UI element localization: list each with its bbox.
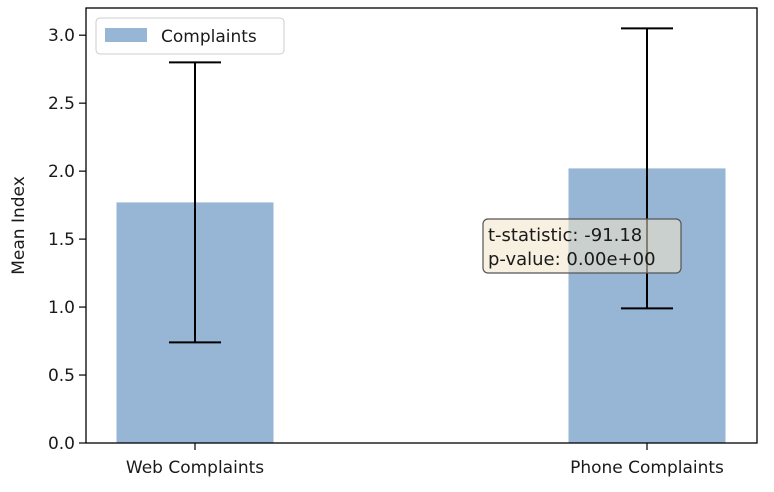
x-axis: Web Complaints Phone Complaints [126, 443, 724, 478]
bars-layer [116, 168, 726, 443]
y-axis-label: Mean Index [9, 176, 29, 275]
t-test-annotation: t-statistic: -91.18 p-value: 0.00e+00 [482, 218, 682, 274]
p-value-text: p-value: 0.00e+00 [488, 249, 656, 270]
legend-entry: Complaints [161, 27, 257, 47]
y-tick-label: 3.0 [48, 26, 75, 46]
y-tick-label: 2.0 [48, 162, 75, 182]
legend-box [95, 17, 285, 55]
legend-swatch [105, 28, 147, 42]
y-axis: 0.0 0.5 1.0 1.5 2.0 2.5 3.0 [48, 26, 86, 454]
y-tick-label: 1.5 [48, 230, 75, 250]
annotation-box [482, 218, 682, 274]
y-tick-label: 0.0 [48, 434, 75, 454]
legend: Complaints [95, 17, 285, 55]
y-tick-label: 2.5 [48, 94, 75, 114]
x-tick-label: Web Complaints [126, 458, 264, 478]
error-bar-web-complaints [169, 61, 221, 344]
plot-area-frame [85, 7, 758, 444]
t-statistic-text: t-statistic: -91.18 [488, 225, 642, 246]
x-tick-label: Phone Complaints [570, 458, 724, 478]
y-tick-label: 0.5 [48, 366, 75, 386]
y-tick-label: 1.0 [48, 298, 75, 318]
